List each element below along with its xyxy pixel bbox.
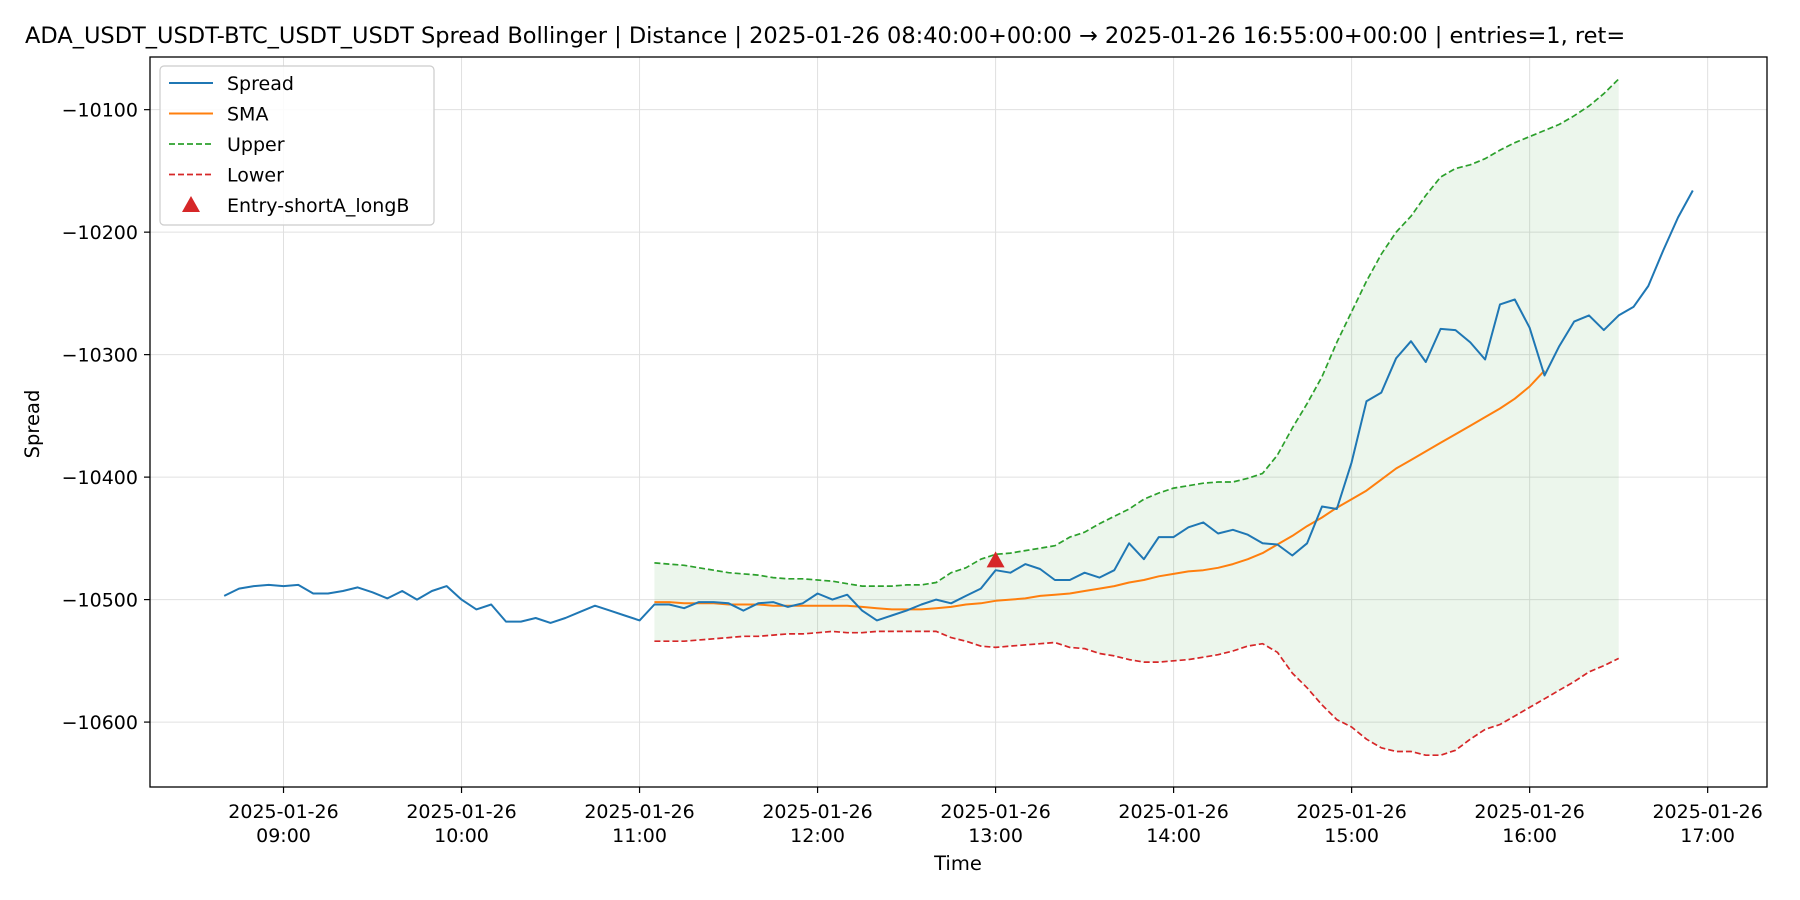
plot-area: 2025-01-2609:002025-01-2610:002025-01-26…: [62, 56, 1768, 847]
axes-frame: [149, 56, 1768, 788]
x-tick-label-date: 2025-01-26: [1474, 801, 1584, 823]
spread-line: [223, 190, 1694, 624]
x-tick-label-date: 2025-01-26: [940, 801, 1050, 823]
x-tick-label-date: 2025-01-26: [584, 801, 694, 823]
x-axis-label: Time: [933, 852, 982, 875]
y-axis-label: Spread: [21, 390, 44, 459]
y-tick-label: −10500: [62, 590, 138, 612]
x-tick-label-time: 17:00: [1680, 825, 1735, 847]
x-tick-label-time: 11:00: [612, 825, 667, 847]
legend-label: Lower: [227, 165, 284, 187]
x-tick-label-time: 09:00: [256, 825, 311, 847]
x-tick-label-date: 2025-01-26: [1118, 801, 1228, 823]
legend-label: Upper: [227, 134, 285, 156]
upper-line: [654, 78, 1620, 587]
x-tick-label-time: 15:00: [1324, 825, 1379, 847]
x-tick-label-date: 2025-01-26: [406, 801, 516, 823]
x-tick-label-date: 2025-01-26: [1652, 801, 1762, 823]
y-tick-label: −10600: [62, 712, 138, 734]
x-tick-label-date: 2025-01-26: [228, 801, 338, 823]
legend-label: Entry-shortA_longB: [227, 195, 409, 217]
lower-line: [654, 630, 1620, 757]
y-tick-label: −10200: [62, 222, 138, 244]
legend-box: [159, 65, 435, 226]
y-tick-label: −10100: [62, 100, 138, 122]
legend-swatch-entry-marker: [182, 196, 200, 212]
x-tick-label-date: 2025-01-26: [1296, 801, 1406, 823]
y-tick-label: −10400: [62, 467, 138, 489]
x-tick-label-time: 10:00: [434, 825, 489, 847]
chart-title: ADA_USDT_USDT-BTC_USDT_USDT Spread Bolli…: [25, 23, 1625, 49]
y-tick-label: −10300: [62, 345, 138, 367]
legend: Spread SMA Upper Lower Entry-shortA_longB: [159, 65, 435, 226]
bollinger-band-fill: [654, 79, 1619, 756]
x-tick-label-time: 12:00: [790, 825, 845, 847]
legend-label: Spread: [227, 73, 294, 95]
entry-marker: [986, 551, 1005, 568]
sma-line: [654, 369, 1546, 611]
x-tick-label-time: 16:00: [1502, 825, 1557, 847]
legend-label: SMA: [227, 104, 268, 126]
x-tick-label-time: 14:00: [1146, 825, 1201, 847]
x-tick-label-time: 13:00: [968, 825, 1023, 847]
x-tick-label-date: 2025-01-26: [762, 801, 872, 823]
